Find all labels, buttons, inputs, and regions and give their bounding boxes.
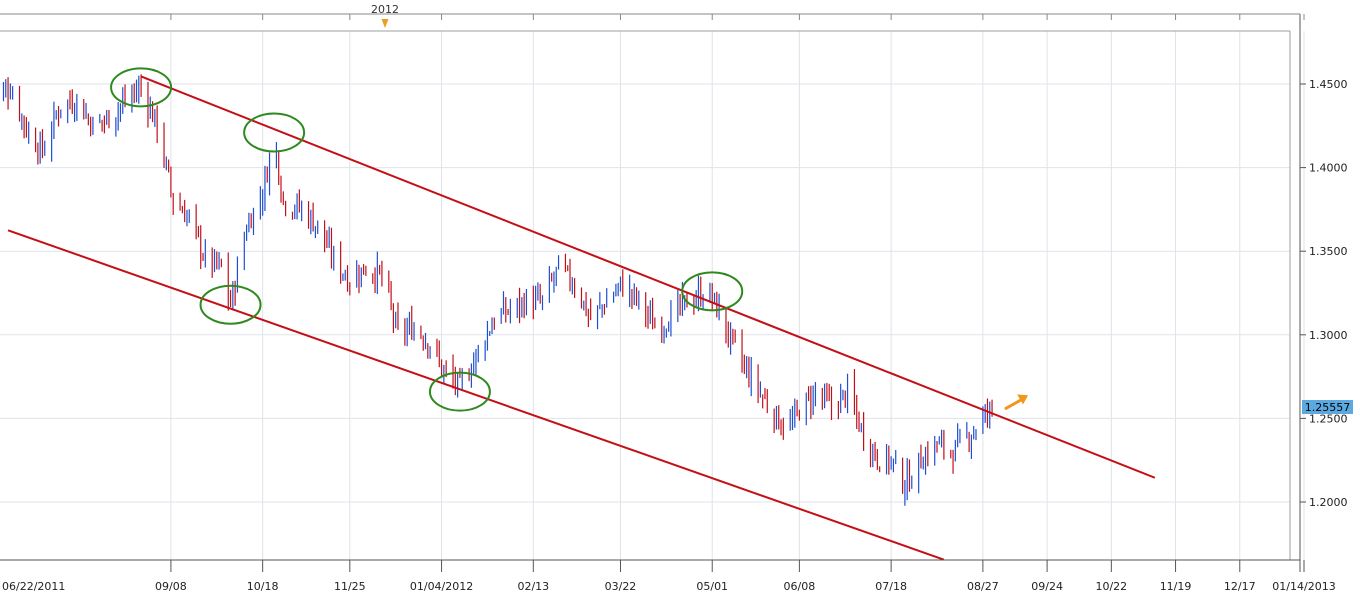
y-tick-label: 1.2000	[1309, 496, 1348, 509]
x-tick-label: 07/18	[875, 580, 907, 593]
arrow-head-icon	[1017, 394, 1029, 405]
highlight-circle	[110, 67, 173, 108]
x-tick-label: 09/08	[155, 580, 187, 593]
y-tick-label: 1.4000	[1309, 162, 1348, 175]
x-tick-label: 12/17	[1224, 580, 1256, 593]
trend-layer	[7, 75, 1156, 561]
x-tick-label: 10/18	[247, 580, 279, 593]
x-tick-label: 11/25	[334, 580, 366, 593]
y-tick-label: 1.3500	[1309, 245, 1348, 258]
x-tick-label: 03/22	[605, 580, 637, 593]
highlight-circle	[243, 112, 306, 153]
price-tag-layer: 1.25557	[1302, 400, 1353, 414]
highlight-circle	[199, 284, 262, 325]
x-tick-label: 10/22	[1095, 580, 1127, 593]
x-tick-label: 01/04/2012	[410, 580, 473, 593]
highlight-circle	[681, 271, 744, 312]
trend-line-lower	[7, 229, 945, 561]
axis-layer	[0, 13, 1301, 572]
period-marker-label: 2012	[371, 3, 399, 16]
x-tick-label: 05/01	[696, 580, 728, 593]
current-price-label: 1.25557	[1305, 401, 1351, 414]
x-tick-label: 06/08	[784, 580, 816, 593]
y-tick-label: 1.2500	[1309, 412, 1348, 425]
x-tick-label: 06/22/2011	[2, 580, 65, 593]
current-price-tag	[1302, 400, 1353, 414]
x-tick-label: 11/19	[1160, 580, 1192, 593]
y-tick-label: 1.3000	[1309, 329, 1348, 342]
plot-area	[0, 31, 1290, 560]
x-tick-label: 01/14/2013	[1272, 580, 1335, 593]
arrow-icon	[1004, 397, 1024, 410]
highlight-circle	[428, 371, 491, 412]
y-tick-label: 1.4500	[1309, 78, 1348, 91]
x-tick-label: 08/27	[967, 580, 999, 593]
label-layer: 2012 06/22/2011 09/08 10/18 11/25 01/04/2012…	[2, 3, 1348, 593]
x-tick-label: 09/24	[1031, 580, 1063, 593]
circle-layer	[110, 67, 1029, 412]
x-tick-label: 02/13	[517, 580, 549, 593]
trend-line-upper	[140, 75, 1156, 479]
period-marker-icon	[381, 19, 389, 28]
